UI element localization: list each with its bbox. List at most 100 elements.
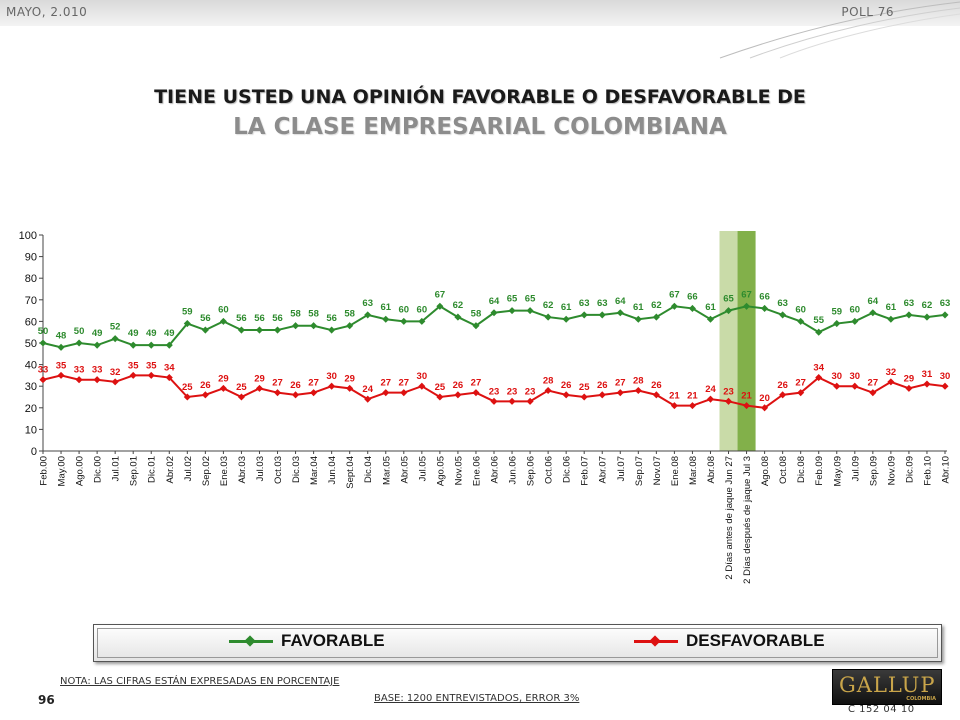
y-tick-label: 80	[25, 273, 37, 285]
data-point-favorable	[237, 326, 245, 334]
x-tick-label: Abr.10	[941, 456, 952, 483]
data-point-favorable	[219, 317, 227, 325]
highlight-band-0	[719, 231, 738, 451]
x-tick-label: Jul.09	[850, 456, 861, 481]
data-label-desfavorable: 27	[380, 378, 391, 389]
x-tick-label: Abr.02	[165, 456, 176, 483]
x-tick-label: Mar.08	[688, 456, 699, 485]
y-tick-label: 70	[25, 295, 37, 307]
data-label-favorable: 63	[579, 298, 590, 309]
data-label-desfavorable: 31	[922, 369, 933, 380]
header-bar	[0, 0, 960, 26]
x-tick-label: May.00	[57, 456, 68, 486]
data-label-desfavorable: 23	[507, 386, 518, 397]
data-point-desfavorable	[201, 391, 209, 399]
data-label-favorable: 49	[146, 328, 157, 339]
page-subtitle: LA CLASE EMPRESARIAL COLOMBIANA	[233, 114, 727, 140]
data-label-favorable: 61	[380, 302, 391, 313]
x-tick-label: Sep.06	[526, 456, 537, 486]
x-tick-label: Sep.09	[868, 456, 879, 486]
x-tick-label: Ene.08	[670, 456, 681, 486]
data-point-favorable	[779, 311, 787, 319]
data-label-desfavorable: 21	[687, 391, 698, 402]
data-point-favorable	[833, 320, 841, 328]
data-label-favorable: 60	[399, 304, 410, 315]
logo-subtext: COLOMBIA	[906, 696, 936, 702]
data-label-favorable: 56	[272, 313, 283, 324]
data-label-favorable: 62	[651, 300, 662, 311]
data-point-favorable	[652, 313, 660, 321]
data-label-desfavorable: 23	[525, 386, 536, 397]
data-point-desfavorable	[580, 393, 588, 401]
data-point-desfavorable	[183, 393, 191, 401]
data-point-favorable	[923, 313, 931, 321]
data-label-desfavorable: 26	[290, 380, 301, 391]
data-point-desfavorable	[165, 374, 173, 382]
data-point-desfavorable	[292, 391, 300, 399]
data-point-desfavorable	[598, 391, 606, 399]
data-point-desfavorable	[147, 371, 155, 379]
data-label-desfavorable: 29	[344, 373, 355, 384]
data-point-favorable	[508, 307, 516, 315]
legend: FAVORABLE DESFAVORABLE	[93, 624, 942, 662]
data-point-favorable	[57, 343, 65, 351]
document-code: C 152 04 10	[848, 704, 915, 715]
y-tick-label: 50	[25, 338, 37, 350]
x-tick-label: Abr.03	[237, 456, 248, 483]
data-point-favorable	[364, 311, 372, 319]
x-tick-label: Sep.01	[129, 456, 140, 486]
data-label-favorable: 66	[759, 291, 770, 302]
data-point-favorable	[201, 326, 209, 334]
data-point-favorable	[346, 322, 354, 330]
gallup-logo: GALLUP COLOMBIA	[832, 669, 942, 705]
data-label-desfavorable: 33	[38, 365, 49, 376]
x-tick-label: Nov.09	[886, 456, 897, 485]
y-tick-label: 10	[25, 424, 37, 436]
x-tick-label: 2 Días antes de jaque Jun 27	[724, 456, 735, 580]
data-label-favorable: 67	[741, 289, 752, 300]
data-point-desfavorable	[454, 391, 462, 399]
x-tick-label: Abr.05	[399, 456, 410, 483]
data-point-desfavorable	[93, 376, 101, 384]
data-label-favorable: 50	[74, 326, 85, 337]
data-label-desfavorable: 35	[128, 360, 139, 371]
decorative-swoosh	[719, 1, 960, 59]
data-label-favorable: 56	[254, 313, 265, 324]
x-tick-label: Mar.04	[309, 456, 320, 485]
data-label-desfavorable: 35	[146, 360, 157, 371]
data-point-desfavorable	[562, 391, 570, 399]
legend-item-favorable: FAVORABLE	[229, 631, 385, 651]
data-label-favorable: 61	[705, 302, 716, 313]
data-label-desfavorable: 27	[308, 378, 319, 389]
footnote: NOTA: LAS CIFRAS ESTÁN EXPRESADAS EN POR…	[60, 676, 340, 687]
data-label-desfavorable: 28	[633, 376, 644, 387]
data-point-favorable	[815, 328, 823, 336]
x-tick-label: Jul.01	[111, 456, 122, 481]
data-point-desfavorable	[75, 376, 83, 384]
data-label-favorable: 55	[813, 315, 824, 326]
data-point-desfavorable	[851, 382, 859, 390]
data-point-desfavorable	[418, 382, 426, 390]
data-label-favorable: 63	[777, 298, 788, 309]
data-point-favorable	[634, 315, 642, 323]
data-label-favorable: 58	[308, 309, 319, 320]
data-label-desfavorable: 30	[831, 371, 842, 382]
data-point-favorable	[255, 326, 264, 334]
poll-label: POLL 76	[841, 5, 894, 19]
data-label-desfavorable: 28	[543, 376, 554, 387]
data-label-desfavorable: 25	[435, 382, 446, 393]
data-point-favorable	[797, 317, 805, 325]
data-point-favorable	[490, 309, 498, 317]
data-label-favorable: 62	[543, 300, 554, 311]
data-label-favorable: 49	[92, 328, 103, 339]
data-point-desfavorable	[255, 384, 264, 392]
data-label-favorable: 49	[164, 328, 175, 339]
data-label-desfavorable: 24	[705, 384, 716, 395]
data-point-desfavorable	[779, 391, 787, 399]
data-point-desfavorable	[688, 402, 696, 410]
data-label-desfavorable: 34	[813, 363, 824, 374]
data-point-desfavorable	[39, 376, 47, 384]
data-label-favorable: 56	[236, 313, 247, 324]
data-label-desfavorable: 32	[110, 367, 121, 378]
x-tick-label: Dic.08	[796, 456, 807, 483]
